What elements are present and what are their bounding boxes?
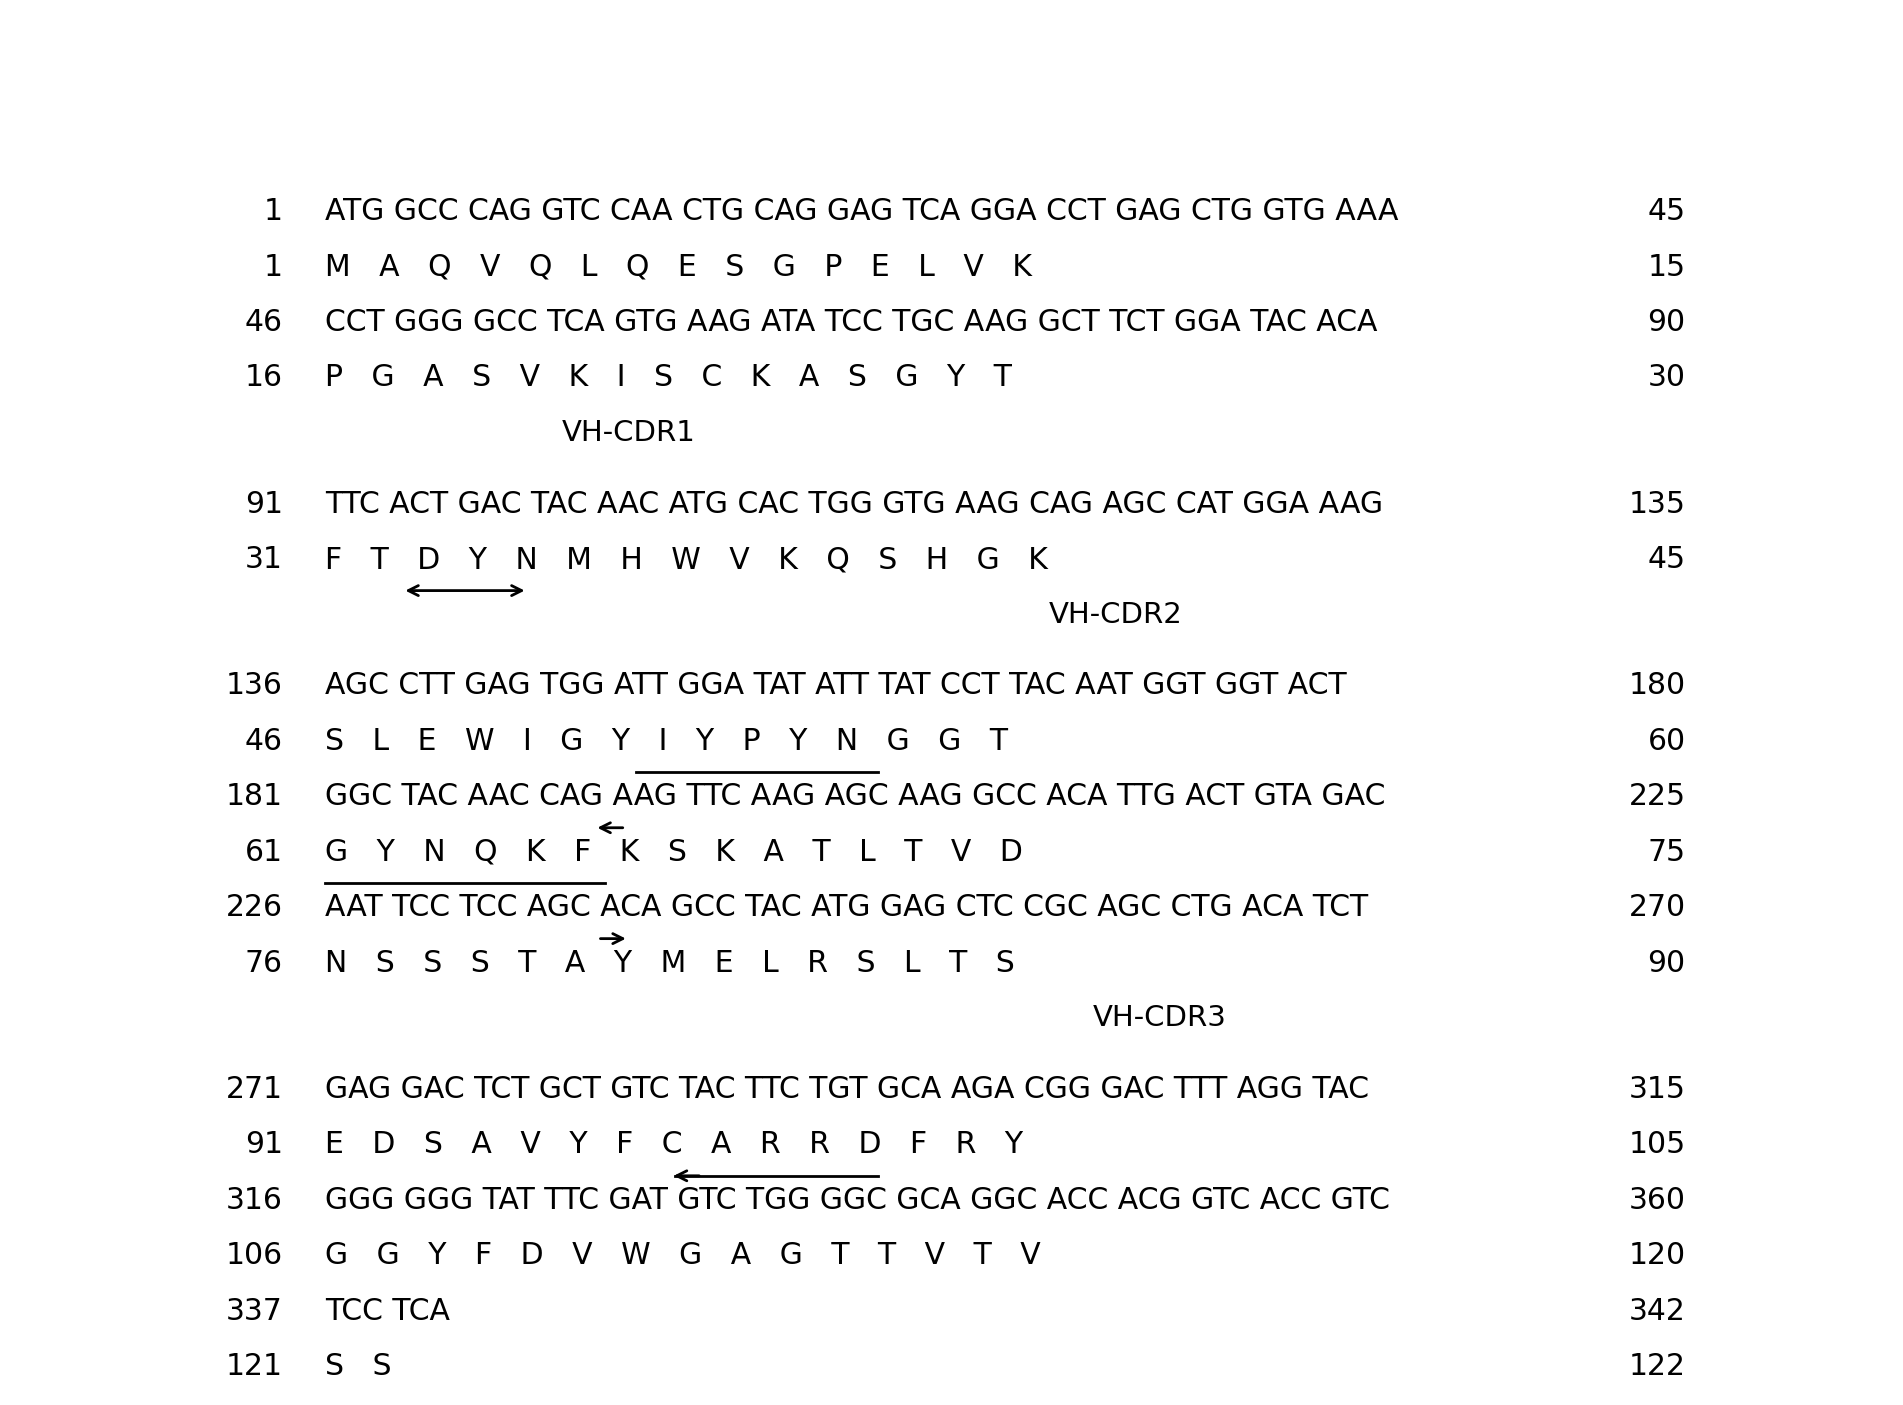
Text: G   G   Y   F   D   V   W   G   A   G   T   T   V   T   V: G G Y F D V W G A G T T V T V <box>325 1241 1041 1270</box>
Text: 136: 136 <box>226 672 284 701</box>
Text: 90: 90 <box>1648 948 1686 978</box>
Text: 122: 122 <box>1629 1352 1686 1381</box>
Text: 46: 46 <box>245 726 284 756</box>
Text: 1: 1 <box>265 253 284 281</box>
Text: 315: 315 <box>1629 1075 1686 1104</box>
Text: M   A   Q   V   Q   L   Q   E   S   G   P   E   L   V   K: M A Q V Q L Q E S G P E L V K <box>325 253 1031 281</box>
Text: 16: 16 <box>245 364 284 392</box>
Text: 316: 316 <box>226 1186 284 1215</box>
Text: AGC CTT GAG TGG ATT GGA TAT ATT TAT CCT TAC AAT GGT GGT ACT: AGC CTT GAG TGG ATT GGA TAT ATT TAT CCT … <box>325 672 1345 701</box>
Text: 342: 342 <box>1629 1297 1686 1326</box>
Text: 60: 60 <box>1648 726 1686 756</box>
Text: GAG GAC TCT GCT GTC TAC TTC TGT GCA AGA CGG GAC TTT AGG TAC: GAG GAC TCT GCT GTC TAC TTC TGT GCA AGA … <box>325 1075 1368 1104</box>
Text: 45: 45 <box>1648 545 1686 575</box>
Text: 337: 337 <box>226 1297 284 1326</box>
Text: 270: 270 <box>1629 894 1686 922</box>
Text: N   S   S   S   T   A   Y   M   E   L   R   S   L   T   S: N S S S T A Y M E L R S L T S <box>325 948 1014 978</box>
Text: TCC TCA: TCC TCA <box>325 1297 449 1326</box>
Text: 90: 90 <box>1648 308 1686 337</box>
Text: 15: 15 <box>1648 253 1686 281</box>
Text: 61: 61 <box>245 837 284 867</box>
Text: S   S: S S <box>325 1352 392 1381</box>
Text: 225: 225 <box>1629 783 1686 811</box>
Text: 226: 226 <box>226 894 284 922</box>
Text: 180: 180 <box>1629 672 1686 701</box>
Text: AAT TCC TCC AGC ACA GCC TAC ATG GAG CTC CGC AGC CTG ACA TCT: AAT TCC TCC AGC ACA GCC TAC ATG GAG CTC … <box>325 894 1368 922</box>
Text: 76: 76 <box>245 948 284 978</box>
Text: VH-CDR1: VH-CDR1 <box>561 419 696 447</box>
Text: 91: 91 <box>245 1131 284 1159</box>
Text: S   L   E   W   I   G   Y   I   Y   P   Y   N   G   G   T: S L E W I G Y I Y P Y N G G T <box>325 726 1009 756</box>
Text: 1: 1 <box>265 197 284 226</box>
Text: F   T   D   Y   N   M   H   W   V   K   Q   S   H   G   K: F T D Y N M H W V K Q S H G K <box>325 545 1047 575</box>
Text: 75: 75 <box>1648 837 1686 867</box>
Text: G   Y   N   Q   K   F   K   S   K   A   T   L   T   V   D: G Y N Q K F K S K A T L T V D <box>325 837 1022 867</box>
Text: 360: 360 <box>1629 1186 1686 1215</box>
Text: VH-CDR3: VH-CDR3 <box>1092 1005 1227 1033</box>
Text: 181: 181 <box>226 783 284 811</box>
Text: GGC TAC AAC CAG AAG TTC AAG AGC AAG GCC ACA TTG ACT GTA GAC: GGC TAC AAC CAG AAG TTC AAG AGC AAG GCC … <box>325 783 1385 811</box>
Text: 106: 106 <box>226 1241 284 1270</box>
Text: GGG GGG TAT TTC GAT GTC TGG GGC GCA GGC ACC ACG GTC ACC GTC: GGG GGG TAT TTC GAT GTC TGG GGC GCA GGC … <box>325 1186 1389 1215</box>
Text: 271: 271 <box>226 1075 284 1104</box>
Text: ATG GCC CAG GTC CAA CTG CAG GAG TCA GGA CCT GAG CTG GTG AAA: ATG GCC CAG GTC CAA CTG CAG GAG TCA GGA … <box>325 197 1399 226</box>
Text: 135: 135 <box>1629 490 1686 518</box>
Text: 45: 45 <box>1648 197 1686 226</box>
Text: TTC ACT GAC TAC AAC ATG CAC TGG GTG AAG CAG AGC CAT GGA AAG: TTC ACT GAC TAC AAC ATG CAC TGG GTG AAG … <box>325 490 1383 518</box>
Text: 121: 121 <box>226 1352 284 1381</box>
Text: CCT GGG GCC TCA GTG AAG ATA TCC TGC AAG GCT TCT GGA TAC ACA: CCT GGG GCC TCA GTG AAG ATA TCC TGC AAG … <box>325 308 1378 337</box>
Text: E   D   S   A   V   Y   F   C   A   R   R   D   F   R   Y: E D S A V Y F C A R R D F R Y <box>325 1131 1022 1159</box>
Text: VH-CDR2: VH-CDR2 <box>1049 600 1182 628</box>
Text: 30: 30 <box>1648 364 1686 392</box>
Text: 105: 105 <box>1629 1131 1686 1159</box>
Text: 46: 46 <box>245 308 284 337</box>
Text: 120: 120 <box>1629 1241 1686 1270</box>
Text: P   G   A   S   V   K   I   S   C   K   A   S   G   Y   T: P G A S V K I S C K A S G Y T <box>325 364 1012 392</box>
Text: 91: 91 <box>245 490 284 518</box>
Text: 31: 31 <box>245 545 284 575</box>
